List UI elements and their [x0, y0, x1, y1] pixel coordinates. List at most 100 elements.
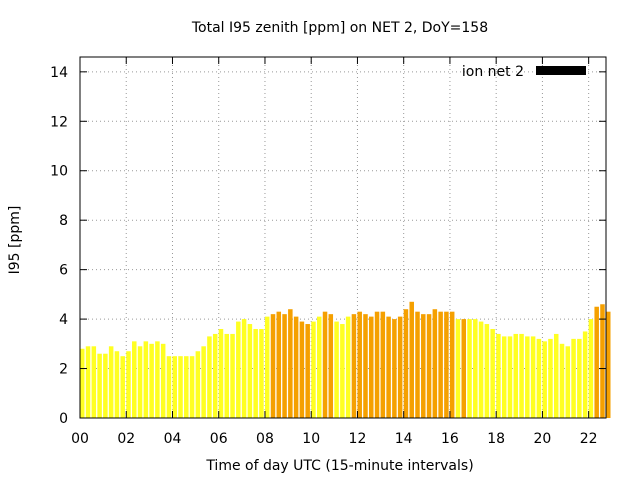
bar — [189, 356, 195, 418]
bar — [85, 346, 91, 418]
bar — [230, 333, 235, 418]
bar — [444, 311, 449, 418]
bar — [392, 319, 397, 418]
bar — [478, 321, 484, 418]
legend-label: ion net 2 — [462, 64, 524, 80]
legend-swatch — [536, 66, 586, 75]
bar — [449, 311, 455, 418]
x-tick-label: 00 — [71, 431, 89, 447]
bar — [461, 319, 467, 418]
y-tick-label: 14 — [50, 65, 68, 81]
bar — [299, 321, 305, 418]
y-tick-label: 10 — [50, 164, 68, 180]
bar — [143, 341, 149, 418]
bar — [409, 301, 414, 418]
bar — [137, 346, 143, 418]
bar — [548, 338, 553, 418]
x-tick-label: 02 — [117, 431, 135, 447]
bar — [108, 346, 114, 418]
x-tick-label: 16 — [441, 431, 459, 447]
x-tick-label: 08 — [256, 431, 274, 447]
bar — [553, 333, 559, 418]
bar — [397, 316, 403, 418]
bar — [322, 311, 328, 418]
bar — [264, 316, 270, 418]
bar — [247, 324, 253, 418]
bar — [351, 314, 357, 418]
bar — [530, 336, 536, 418]
bar — [236, 321, 241, 418]
bar — [357, 311, 362, 418]
bar — [270, 314, 276, 418]
bar — [80, 348, 85, 418]
bar — [507, 336, 513, 418]
bar — [513, 333, 519, 418]
bar — [218, 328, 224, 418]
bar — [600, 304, 605, 418]
bar — [438, 311, 443, 418]
x-tick-label: 18 — [487, 431, 505, 447]
bar — [386, 316, 391, 418]
bar — [316, 316, 322, 418]
plot-frame — [79, 56, 607, 419]
y-tick-label: 0 — [59, 411, 68, 427]
bar — [519, 333, 524, 418]
bar — [334, 321, 339, 418]
bar — [132, 341, 137, 418]
bar — [276, 311, 282, 418]
bar — [490, 328, 495, 418]
bar — [415, 311, 420, 418]
x-tick-label: 12 — [349, 431, 367, 447]
bar — [565, 346, 571, 418]
bar — [178, 356, 183, 418]
bar — [311, 321, 316, 418]
chart-title: Total I95 zenith [ppm] on NET 2, DoY=158 — [191, 20, 488, 36]
bar — [212, 333, 218, 418]
bar — [571, 338, 576, 418]
bar — [305, 324, 310, 418]
bar — [126, 351, 131, 418]
bar — [172, 356, 177, 418]
bar — [340, 324, 345, 418]
bar — [241, 319, 247, 418]
bar — [594, 306, 599, 418]
bar — [380, 311, 386, 418]
bar — [91, 346, 97, 418]
y-tick-label: 12 — [50, 114, 68, 130]
bar — [184, 356, 189, 418]
bar — [374, 311, 380, 418]
y-tick-label: 8 — [59, 213, 68, 229]
bar — [501, 336, 507, 418]
bar — [455, 319, 461, 418]
bar — [259, 328, 264, 418]
bar — [363, 314, 368, 418]
bar — [253, 328, 258, 418]
bar — [155, 341, 160, 418]
bar — [195, 351, 201, 418]
bars — [80, 301, 611, 418]
bar — [606, 311, 611, 418]
bar — [345, 316, 351, 418]
bar — [426, 314, 432, 418]
bar — [525, 336, 530, 418]
x-tick-label: 10 — [302, 431, 320, 447]
bar — [293, 316, 299, 418]
bar — [542, 341, 547, 418]
bar — [559, 343, 565, 418]
x-tick-label: 06 — [210, 431, 228, 447]
bar — [536, 338, 542, 418]
bar — [467, 319, 472, 418]
bar — [224, 333, 230, 418]
y-tick-label: 2 — [59, 362, 68, 378]
bar — [288, 309, 293, 418]
bar — [149, 343, 154, 418]
bar — [207, 336, 212, 418]
bar — [282, 314, 287, 418]
legend: ion net 2 — [462, 64, 586, 80]
y-tick-label: 6 — [59, 263, 68, 279]
x-tick-label: 04 — [164, 431, 182, 447]
x-tick-label: 20 — [534, 431, 552, 447]
bar — [473, 319, 478, 418]
